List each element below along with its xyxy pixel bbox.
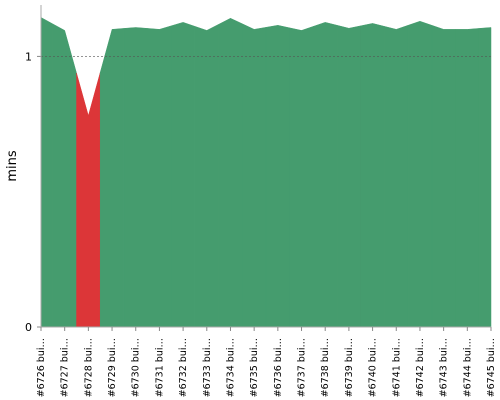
area-segment <box>147 25 172 328</box>
x-tick-label: #6742 bui… <box>415 338 426 397</box>
area-segment <box>40 17 54 328</box>
x-tick-label: #6736 bui… <box>273 338 284 397</box>
area-segment <box>431 24 456 328</box>
area-segment <box>407 20 433 328</box>
x-tick-label: #6734 bui… <box>225 338 236 397</box>
area-segment <box>52 23 77 328</box>
area-segment <box>99 28 125 328</box>
area-segment <box>289 26 314 328</box>
area-segment <box>384 24 409 328</box>
x-tick-label: #6739 bui… <box>344 338 355 397</box>
x-tick-label: #6737 bui… <box>297 338 308 397</box>
area-segment <box>76 72 101 328</box>
y-tick-label: 0 <box>25 321 32 334</box>
x-tick-label: #6726 bui… <box>36 338 47 397</box>
x-tick-label: #6730 bui… <box>131 338 142 397</box>
x-tick-label: #6735 bui… <box>249 338 260 397</box>
area-segment <box>242 23 267 328</box>
x-tick-label: #6741 bui… <box>391 338 402 397</box>
y-axis-label: mins <box>5 150 20 182</box>
x-tick-label: #6728 bui… <box>83 338 94 397</box>
area-segment <box>218 17 243 328</box>
x-tick-label: #6731 bui… <box>154 338 165 397</box>
y-tick-label: 1 <box>25 50 32 63</box>
area-segment <box>336 24 361 328</box>
x-tick-label: #6732 bui… <box>178 338 189 397</box>
area-segment <box>123 27 148 328</box>
x-tick-label: #6733 bui… <box>202 338 213 397</box>
area-segment <box>265 25 290 328</box>
x-tick-label: #6744 bui… <box>462 338 473 397</box>
x-tick-label: #6740 bui… <box>368 338 379 397</box>
x-tick-label: #6745 bui… <box>486 338 497 397</box>
x-tick-label: #6743 bui… <box>439 338 450 397</box>
x-tick-label: #6738 bui… <box>320 338 331 397</box>
area-segment <box>478 27 492 328</box>
area-segment <box>171 22 196 328</box>
area-segment <box>455 28 480 328</box>
area-segment <box>313 22 338 328</box>
x-tick-label: #6729 bui… <box>107 338 118 397</box>
x-tick-label: #6727 bui… <box>60 338 71 397</box>
area-segment <box>194 23 219 328</box>
area-segment <box>360 23 385 328</box>
